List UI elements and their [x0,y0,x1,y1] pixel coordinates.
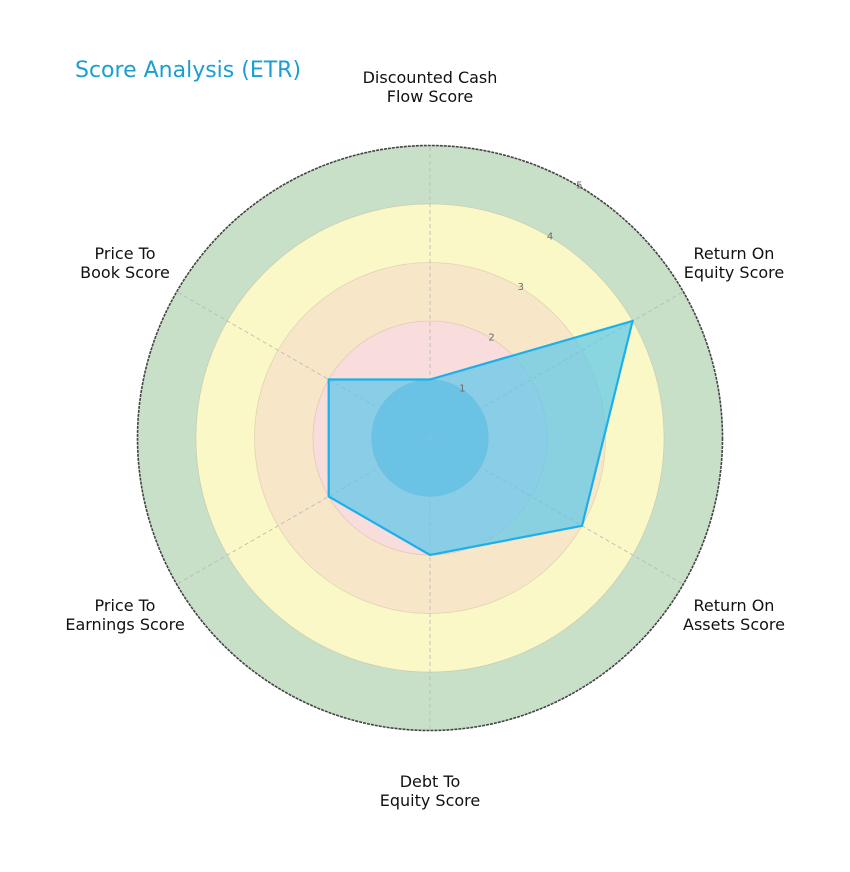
axis-label: Return On Assets Score [683,596,785,634]
axis-label: Discounted Cash Flow Score [362,68,498,106]
axis-label: Return On Equity Score [683,244,785,282]
r-tick-label: 5 [576,181,582,192]
data-polygon [327,319,635,557]
axis-label: Price To Earnings Score [65,596,185,634]
axis-label: Debt To Equity Score [379,772,481,810]
r-tick-label: 3 [518,282,524,293]
axis-label: Price To Book Score [80,244,170,282]
r-tick-label: 2 [488,333,494,344]
outer-border [136,144,724,732]
r-tick-label: 4 [547,231,553,242]
r-tick-label: 1 [459,383,465,394]
chart-title: Score Analysis (ETR) [75,58,302,83]
